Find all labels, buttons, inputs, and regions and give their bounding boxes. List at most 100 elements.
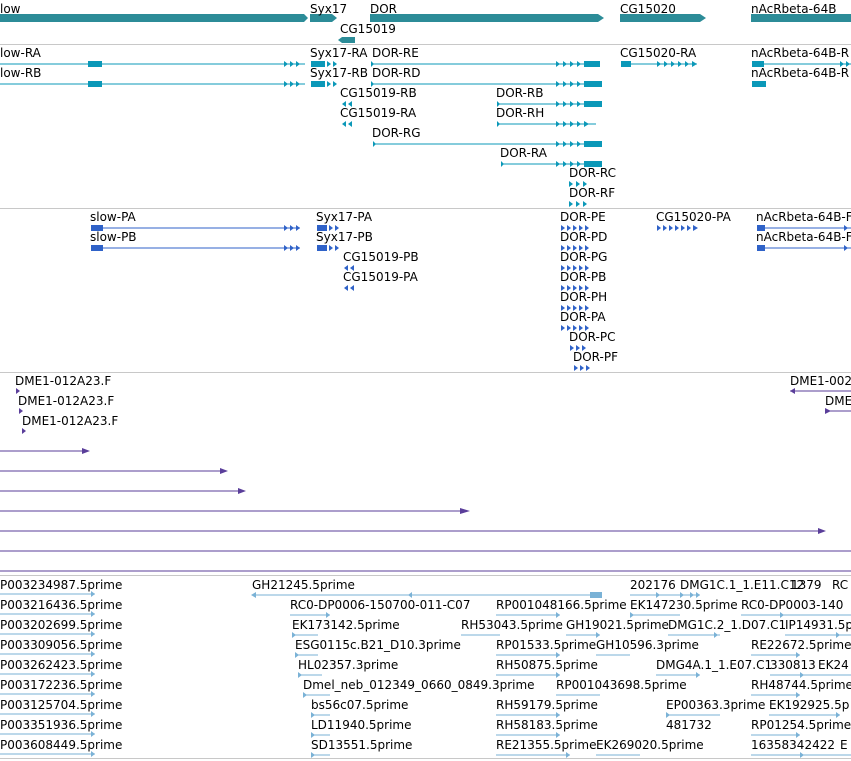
ests-feature-label[interactable]: RH58183.5prime (496, 718, 598, 732)
ests-feature-label[interactable]: LD11940.5prime (311, 718, 412, 732)
transcripts-feature-label[interactable]: CG15019-RA (340, 106, 417, 120)
transcripts-feature-label[interactable]: DOR-RF (569, 186, 616, 200)
ests-feature-label[interactable]: DMG1C.1_1.E11.C12 (680, 578, 805, 592)
transcripts-feature-label[interactable]: low-RA (0, 46, 41, 60)
gene-slow-bar[interactable] (0, 14, 304, 22)
ests-feature-label[interactable]: RC0-DP0003-140 (741, 598, 844, 612)
proteins-feature-label[interactable]: Syx17-PA (316, 210, 373, 224)
gene-dor-bar[interactable] (370, 14, 598, 22)
genes-feature-label[interactable]: nAcRbeta-64B (751, 2, 837, 16)
protein-track-glyphs[interactable] (91, 225, 851, 371)
proteins-feature-label[interactable]: Syx17-PB (316, 230, 373, 244)
ests-feature-label[interactable]: 330813 (770, 658, 816, 672)
gene-cg15019-arrow[interactable] (338, 37, 342, 43)
ests-feature-label[interactable]: DMG1C.2_1.D07.C1 (668, 618, 787, 632)
proteins-feature-label[interactable]: DOR-PA (560, 310, 606, 324)
transcripts-feature-label[interactable]: DOR-RB (496, 86, 544, 100)
proteins-feature-label[interactable]: DOR-PB (560, 270, 607, 284)
ests-feature-label[interactable]: P003262423.5prime (0, 658, 123, 672)
proteins-feature-label[interactable]: CG15020-PA (656, 210, 731, 224)
proteins-feature-label[interactable]: DOR-PD (560, 230, 608, 244)
ests-feature-label[interactable]: RH59179.5prime (496, 698, 598, 712)
ests-feature-label[interactable]: P003234987.5prime (0, 578, 123, 592)
bac-feature-label[interactable]: DME (825, 394, 851, 408)
gene-nacrbeta-bar[interactable] (751, 14, 851, 22)
ests-feature-label[interactable]: RH48744.5prime (751, 678, 851, 692)
transcripts-feature-label[interactable]: DOR-RD (372, 66, 421, 80)
genes-feature-label[interactable]: DOR (370, 2, 398, 16)
ests-feature-label[interactable]: EK192925.5p (769, 698, 850, 712)
ests-feature-label[interactable]: EK24 (818, 658, 849, 672)
gene-slow-arrow[interactable] (304, 14, 308, 22)
ests-feature-label[interactable]: GH21245.5prime (252, 578, 355, 592)
proteins-feature-label[interactable]: DOR-PH (560, 290, 608, 304)
ests-feature-label[interactable]: GH10596.3prime (596, 638, 699, 652)
proteins-feature-label[interactable]: DOR-PF (573, 350, 619, 364)
transcripts-feature-label[interactable]: nAcRbeta-64B-R (751, 66, 850, 80)
gene-dor-arrow[interactable] (598, 14, 604, 22)
transcripts-feature-label[interactable]: low-RB (0, 66, 42, 80)
ests-feature-label[interactable]: DMG4A.1_1.E07.C1 (656, 658, 773, 672)
ests-feature-label[interactable]: P003216436.5prime (0, 598, 123, 612)
ests-feature-label[interactable]: RC (832, 578, 849, 592)
transcripts-feature-label[interactable]: DOR-RG (372, 126, 421, 140)
ests-feature-label[interactable]: Dmel_neb_012349_0660_0849.3prime (303, 678, 535, 692)
ests-feature-label[interactable]: P003125704.5prime (0, 698, 123, 712)
ests-feature-label[interactable]: ESG0115c.B21_D10.3prime (295, 638, 461, 652)
ests-feature-label[interactable]: RE22672.5prime (751, 638, 851, 652)
transcripts-feature-label[interactable]: Syx17-RB (310, 66, 368, 80)
ests-feature-label[interactable]: P003172236.5prime (0, 678, 123, 692)
bac-feature-label[interactable]: DME1-012A23.F (22, 414, 119, 428)
proteins-feature-label[interactable]: nAcRbeta-64B-F (756, 230, 851, 244)
proteins-feature-label[interactable]: CG15019-PA (343, 270, 418, 284)
ests-feature-label[interactable]: HL02357.3prime (298, 658, 399, 672)
ests-feature-label[interactable]: RP01533.5prime (496, 638, 597, 652)
gene-cg15019-bar[interactable] (342, 37, 355, 43)
transcripts-feature-label[interactable]: nAcRbeta-64B-R (751, 46, 850, 60)
ests-feature-label[interactable]: EK173142.5prime (292, 618, 400, 632)
gene-syx17-arrow[interactable] (332, 14, 337, 22)
ests-feature-label[interactable]: RP001048166.5prime (496, 598, 627, 612)
ests-feature-label[interactable]: RP01254.5prime (751, 718, 851, 732)
bac-feature-label[interactable]: DME1-012A23.F (15, 374, 112, 388)
transcript-track-glyphs[interactable] (0, 61, 851, 207)
ests-feature-label[interactable]: EK269020.5prime (596, 738, 704, 752)
ests-feature-label[interactable]: 1379 (791, 578, 822, 592)
ests-feature-label[interactable]: P003351936.5prime (0, 718, 123, 732)
ests-feature-label[interactable]: EP00363.3prime (666, 698, 766, 712)
ests-feature-label[interactable]: P003202699.5prime (0, 618, 123, 632)
genes-feature-label[interactable]: Syx17 (310, 2, 348, 16)
transcripts-feature-label[interactable]: Syx17-RA (310, 46, 368, 60)
ests-feature-label[interactable]: P003608449.5prime (0, 738, 123, 752)
gene-track-glyphs[interactable] (0, 14, 851, 43)
ests-feature-label[interactable]: 202176 (630, 578, 676, 592)
transcripts-feature-label[interactable]: CG15019-RB (340, 86, 417, 100)
ests-feature-label[interactable]: P003309056.5prime (0, 638, 123, 652)
gene-syx17-bar[interactable] (310, 14, 332, 22)
gene-cg15020-arrow[interactable] (700, 14, 706, 22)
ests-feature-label[interactable]: RH53043.5prime (461, 618, 563, 632)
proteins-feature-label[interactable]: slow-PB (90, 230, 137, 244)
ests-feature-label[interactable]: bs56c07.5prime (311, 698, 409, 712)
ests-feature-label[interactable]: 16358342422 (751, 738, 835, 752)
ests-feature-label[interactable]: RE21355.5prime (496, 738, 597, 752)
proteins-feature-label[interactable]: nAcRbeta-64B-F (756, 210, 851, 224)
ests-feature-label[interactable]: IP14931.5p (785, 618, 851, 632)
bac-track-glyphs[interactable] (0, 388, 851, 572)
transcripts-feature-label[interactable]: DOR-RE (372, 46, 419, 60)
transcripts-feature-label[interactable]: DOR-RH (496, 106, 545, 120)
ests-feature-label[interactable]: SD13551.5prime (311, 738, 413, 752)
transcripts-feature-label[interactable]: DOR-RC (569, 166, 616, 180)
transcripts-feature-label[interactable]: CG15020-RA (620, 46, 697, 60)
ests-feature-label[interactable]: 481732 (666, 718, 712, 732)
proteins-feature-label[interactable]: DOR-PC (569, 330, 616, 344)
ests-feature-label[interactable]: RH50875.5prime (496, 658, 598, 672)
est-track-glyphs[interactable] (0, 591, 851, 758)
ests-feature-label[interactable]: RC0-DP0006-150700-011-C07 (290, 598, 471, 612)
genes-feature-label[interactable]: CG15020 (620, 2, 676, 16)
genes-feature-label[interactable]: CG15019 (340, 22, 396, 36)
transcripts-feature-label[interactable]: DOR-RA (500, 146, 547, 160)
bac-feature-label[interactable]: DME1-002 (790, 374, 851, 388)
proteins-feature-label[interactable]: DOR-PE (560, 210, 606, 224)
gene-cg15020-bar[interactable] (620, 14, 700, 22)
